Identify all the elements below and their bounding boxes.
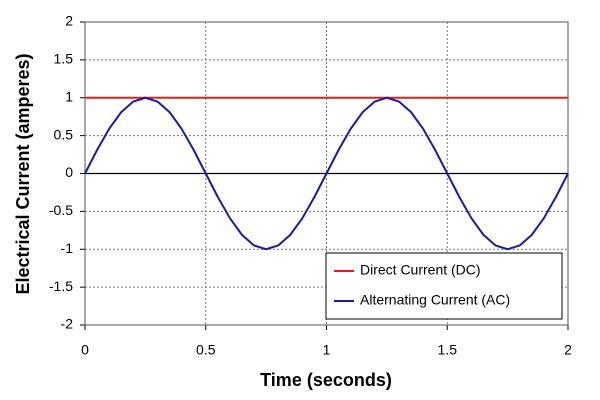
y-tick-label: -0.5 bbox=[49, 202, 73, 218]
legend-label: Direct Current (DC) bbox=[360, 262, 481, 278]
y-tick-label: 1.5 bbox=[54, 51, 74, 67]
y-tick-label: -2 bbox=[61, 316, 74, 332]
y-tick-label: -1 bbox=[61, 240, 74, 256]
y-tick-label: 1 bbox=[65, 88, 73, 104]
y-tick-label: -1.5 bbox=[49, 278, 73, 294]
legend-box bbox=[325, 252, 563, 320]
y-tick-label: 0 bbox=[65, 164, 73, 180]
x-tick-label: 2 bbox=[564, 342, 572, 358]
x-tick-label: 1.5 bbox=[438, 342, 458, 358]
y-axis-title: Electrical Current (amperes) bbox=[13, 53, 33, 294]
y-tick-label: 0.5 bbox=[54, 126, 74, 142]
legend-label: Alternating Current (AC) bbox=[360, 292, 510, 308]
x-axis-title: Time (seconds) bbox=[260, 370, 392, 390]
x-tick-label: 1 bbox=[323, 342, 331, 358]
x-tick-label: 0 bbox=[81, 342, 89, 358]
series-line bbox=[84, 96, 569, 251]
y-tick-label: 2 bbox=[65, 13, 73, 29]
x-tick-label: 0.5 bbox=[196, 342, 216, 358]
